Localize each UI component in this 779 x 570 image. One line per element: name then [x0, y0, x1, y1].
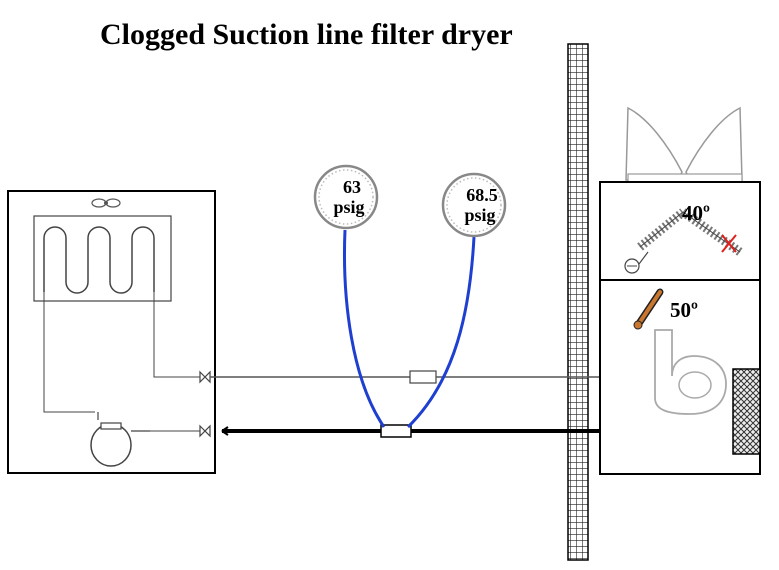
gauge-right-value: 68.5 — [466, 185, 498, 205]
suction-temp: 50º — [670, 298, 698, 322]
air-filter-icon — [732, 368, 761, 455]
gauge-left-unit: psig — [333, 197, 364, 217]
gauge-left-value: 63 — [343, 177, 361, 197]
compressor-icon — [90, 412, 150, 467]
gauge-right-unit: psig — [464, 205, 495, 225]
service-valve-icon — [199, 370, 211, 384]
expansion-valve-bulb-icon — [624, 251, 649, 274]
fan-icon — [91, 198, 121, 208]
gauge-hose-left — [343, 229, 386, 428]
evaporator-temp: 40º — [682, 201, 710, 225]
thermometer-icon — [633, 288, 664, 330]
condenser-coil — [43, 226, 155, 294]
blower-icon — [654, 329, 727, 415]
gauge-left: 63 psig — [313, 164, 379, 230]
gauge-right: 68.5 psig — [441, 172, 507, 238]
air-handler: 40º 50º — [599, 106, 761, 475]
diagram-title: Clogged Suction line filter dryer — [100, 18, 513, 51]
gauge-hose-right — [406, 236, 476, 429]
condenser-coil-box — [33, 215, 172, 302]
fault-x-icon — [721, 234, 737, 253]
filter-dryer-icon — [380, 424, 412, 438]
supply-air-vent — [625, 106, 683, 181]
building-wall — [567, 43, 589, 561]
service-valve-icon — [199, 424, 211, 438]
liquid-line — [210, 271, 630, 384]
condensing-unit — [7, 190, 216, 474]
